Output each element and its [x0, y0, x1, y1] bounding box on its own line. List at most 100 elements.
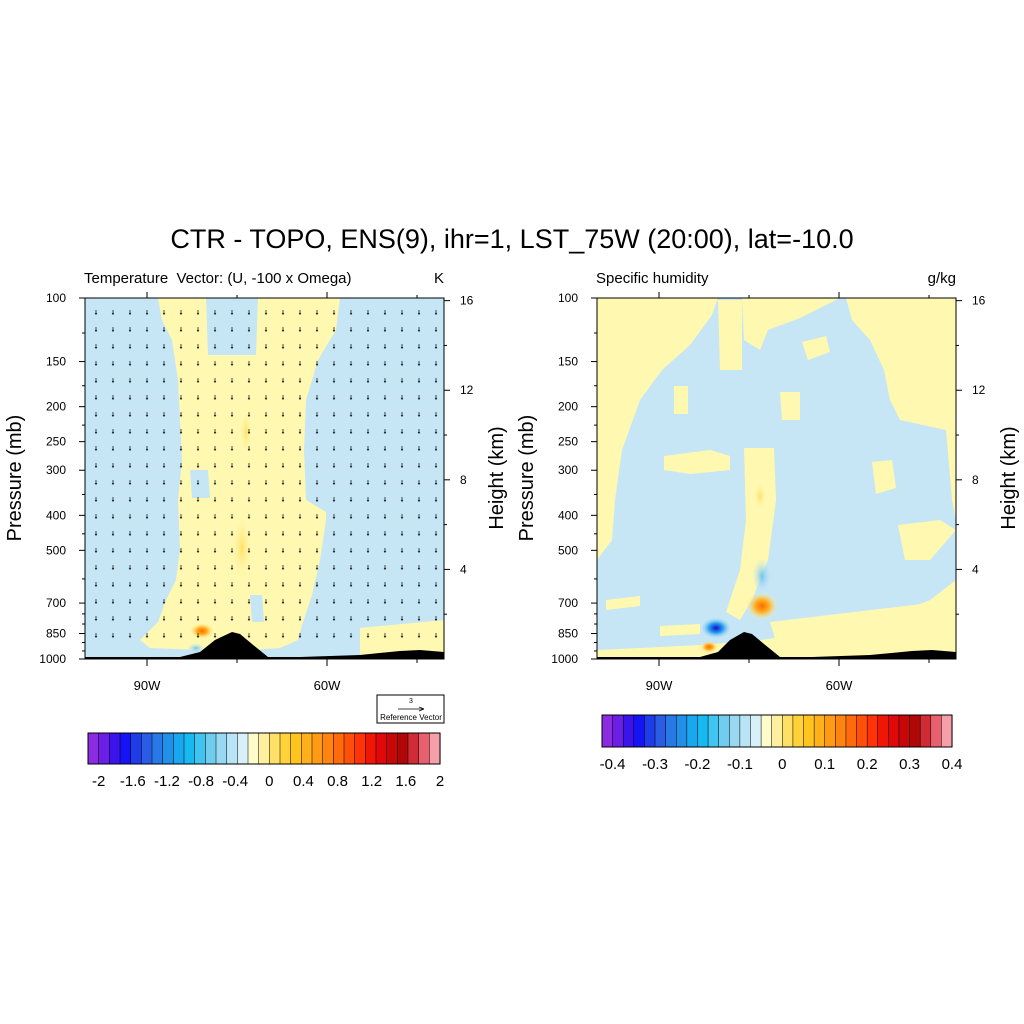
wind-vector	[264, 412, 268, 418]
humidity-units: g/kg	[928, 270, 956, 287]
colorbar-box	[173, 732, 185, 765]
longitude-tick-label: 90W	[646, 678, 673, 693]
colorbar-box	[612, 714, 624, 748]
wind-vector	[128, 599, 132, 605]
wind-vector	[366, 463, 370, 469]
wind-vector	[128, 514, 132, 520]
wind-vector	[196, 310, 200, 316]
humidity-local-maximum	[754, 482, 766, 510]
wind-vector	[315, 480, 319, 486]
wind-vector	[179, 344, 183, 350]
wind-vector	[434, 361, 438, 367]
wind-vector	[94, 616, 98, 622]
wind-vector	[94, 446, 98, 452]
humidity-positive-band	[660, 624, 700, 636]
wind-vector	[230, 412, 234, 418]
wind-vector	[298, 446, 302, 452]
humidity-field	[597, 298, 956, 659]
wind-vector	[383, 361, 387, 367]
wind-vector	[264, 463, 268, 469]
wind-vector	[315, 582, 319, 588]
wind-vector	[332, 531, 336, 537]
wind-vector	[162, 497, 166, 503]
humidity-positive-pocket	[718, 300, 742, 370]
wind-vector	[213, 361, 217, 367]
height-tick-label: 16	[460, 294, 474, 308]
wind-vector	[162, 633, 166, 639]
colorbar-tick-label: 0.4	[293, 773, 314, 790]
wind-vector	[298, 514, 302, 520]
wind-vector	[349, 344, 353, 350]
wind-vector	[332, 463, 336, 469]
wind-vector	[128, 582, 132, 588]
wind-vector	[383, 616, 387, 622]
wind-vector	[213, 480, 217, 486]
wind-vector	[230, 582, 234, 588]
wind-vector	[94, 582, 98, 588]
pressure-tick-label: 400	[46, 508, 66, 522]
wind-vector	[111, 344, 115, 350]
wind-vector	[400, 582, 404, 588]
wind-vector	[349, 497, 353, 503]
wind-vector	[281, 327, 285, 333]
wind-vector	[417, 514, 421, 520]
wind-vector	[332, 497, 336, 503]
wind-vector	[196, 361, 200, 367]
wind-vector	[179, 327, 183, 333]
pressure-tick-label: 1000	[39, 652, 66, 666]
wind-vector	[94, 344, 98, 350]
wind-vector	[298, 497, 302, 503]
wind-vector	[247, 395, 251, 401]
wind-vector	[128, 463, 132, 469]
wind-vector	[383, 395, 387, 401]
temperature-units: K	[434, 270, 444, 287]
wind-vector	[179, 514, 183, 520]
wind-vector	[196, 446, 200, 452]
wind-vector	[264, 395, 268, 401]
wind-vector	[230, 548, 234, 554]
wind-vector	[332, 633, 336, 639]
wind-vector	[162, 310, 166, 316]
wind-vector	[145, 463, 149, 469]
humidity-positive-pocket	[872, 460, 896, 494]
colorbar-box	[237, 732, 249, 765]
humidity-moist-core	[746, 592, 778, 620]
wind-vector	[162, 412, 166, 418]
wind-vector	[315, 633, 319, 639]
wind-vector	[400, 565, 404, 571]
wind-vector	[213, 463, 217, 469]
wind-vector	[417, 599, 421, 605]
wind-vector	[94, 327, 98, 333]
humidity-panel: Specific humidity g/kg 10015020025030040…	[516, 270, 1020, 773]
wind-vector	[417, 327, 421, 333]
wind-vector	[230, 327, 234, 333]
wind-vector	[315, 497, 319, 503]
pressure-tick-label: 200	[46, 400, 66, 414]
wind-vector	[366, 497, 370, 503]
wind-vector	[434, 633, 438, 639]
wind-vector	[332, 429, 336, 435]
wind-vector	[145, 378, 149, 384]
wind-vector	[332, 599, 336, 605]
wind-vector-field	[94, 310, 438, 639]
wind-vector	[145, 633, 149, 639]
wind-vector	[298, 327, 302, 333]
wind-vector	[111, 531, 115, 537]
wind-vector	[434, 344, 438, 350]
wind-vector	[111, 582, 115, 588]
wind-vector	[434, 497, 438, 503]
wind-vector	[128, 344, 132, 350]
humidity-ylabel-right: Height (km)	[998, 426, 1020, 529]
reference-vector-label: Reference Vector	[380, 713, 442, 722]
colorbar-box	[386, 732, 398, 765]
humidity-positive-pocket	[898, 520, 956, 560]
humidity-positive-pocket	[770, 600, 956, 655]
wind-vector	[298, 463, 302, 469]
colorbar-box	[429, 732, 441, 765]
colorbar-tick-label: 1.2	[361, 773, 382, 790]
wind-vector	[417, 480, 421, 486]
colorbar-tick-label: -2	[92, 773, 105, 790]
wind-vector	[400, 633, 404, 639]
wind-vector	[264, 378, 268, 384]
wind-vector	[213, 514, 217, 520]
